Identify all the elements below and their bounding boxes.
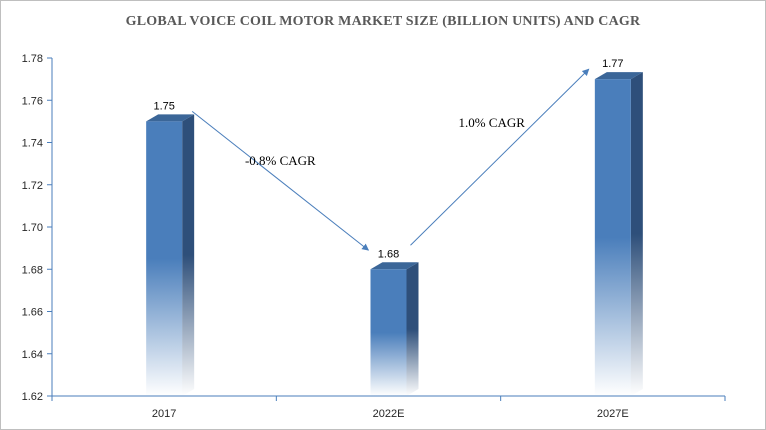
chart-title: GLOBAL VOICE COIL MOTOR MARKET SIZE (BIL… xyxy=(125,14,641,29)
bar-side xyxy=(182,114,195,397)
bar-top xyxy=(370,262,419,270)
y-tick-label: 1.76 xyxy=(22,95,43,107)
y-tick-label: 1.68 xyxy=(22,264,43,276)
cagr-arrow xyxy=(191,110,370,251)
labels: 2017 1.75 2022E 1.68 2027E 1.77 -0.8% CAGR 1.0%… xyxy=(152,58,629,420)
bar xyxy=(146,121,183,396)
bar-top xyxy=(594,72,643,80)
x-tick-label: 2017 xyxy=(152,408,176,420)
bars xyxy=(146,72,643,397)
data-label: 1.75 xyxy=(153,100,174,112)
y-tick-label: 1.70 xyxy=(22,222,43,234)
y-tick-label: 1.66 xyxy=(22,307,43,319)
bar-side xyxy=(406,262,419,396)
cagr-annotation: 1.0% CAGR xyxy=(458,115,525,130)
x-tick-label: 2022E xyxy=(373,408,405,420)
data-label: 1.77 xyxy=(602,58,623,70)
y-tick-label: 1.74 xyxy=(22,138,43,150)
cagr-annotation: -0.8% CAGR xyxy=(245,153,316,168)
axes: 1.62 1.64 1.66 1.68 1.70 1.72 1.74 1.76 1.78 xyxy=(22,53,726,403)
y-tick-label: 1.64 xyxy=(22,349,43,361)
bar-side xyxy=(630,72,643,397)
bar xyxy=(370,269,407,396)
cagr-arrow xyxy=(410,68,590,246)
y-tick-label: 1.72 xyxy=(22,180,43,192)
bar xyxy=(594,79,631,396)
y-tick-label: 1.78 xyxy=(22,53,43,65)
cagr-arrows xyxy=(191,68,590,251)
bar-top xyxy=(146,114,195,122)
x-tick-label: 2027E xyxy=(597,408,629,420)
data-label: 1.68 xyxy=(378,248,399,260)
y-tick-label: 1.62 xyxy=(22,391,43,403)
